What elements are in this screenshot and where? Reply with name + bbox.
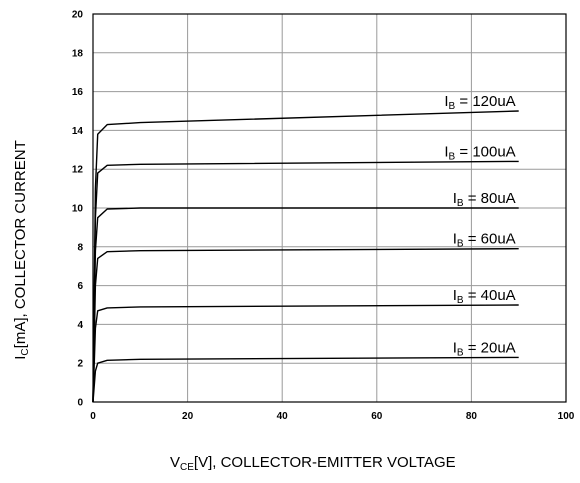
y-axis-title-suffix: [mA], COLLECTOR CURRENT xyxy=(12,140,29,349)
y-tick-label: 0 xyxy=(77,398,83,409)
y-tick-label: 2 xyxy=(77,359,83,370)
x-tick-label: 40 xyxy=(277,411,289,422)
series-line xyxy=(92,304,519,403)
series-label: IB = 20uA xyxy=(453,339,516,358)
series-label: IB = 40uA xyxy=(453,287,516,306)
series-label: IB = 120uA xyxy=(444,93,515,112)
x-tick-label: 80 xyxy=(466,411,478,422)
x-axis-title: VCE[V], COLLECTOR-EMITTER VOLTAGE xyxy=(170,454,456,473)
tick-labels: 0 2 4 6 8 10 12 14 16 18 20 0 20 40 60 80 100 xyxy=(72,10,575,423)
series-line xyxy=(92,248,519,403)
y-tick-label: 4 xyxy=(77,320,83,331)
series-label: IB = 100uA xyxy=(444,143,515,162)
curve-labels: IB = 20uA IB = 40uA IB = 60uA IB = 80uA IB =… xyxy=(444,93,515,358)
series-line xyxy=(92,356,519,403)
series-line xyxy=(92,110,519,403)
y-tick-label: 18 xyxy=(72,48,84,59)
series-label: IB = 80uA xyxy=(453,190,516,209)
y-tick-label: 6 xyxy=(77,281,83,292)
x-axis-title-subscript: CE xyxy=(180,462,194,473)
y-tick-label: 8 xyxy=(77,242,83,253)
y-tick-label: 16 xyxy=(72,87,84,98)
series-lines xyxy=(92,110,519,403)
plot-frame xyxy=(92,13,567,403)
series-label: IB = 60uA xyxy=(453,231,516,250)
x-axis-title-suffix: [V], COLLECTOR-EMITTER VOLTAGE xyxy=(193,454,456,471)
x-tick-label: 60 xyxy=(371,411,383,422)
y-tick-label: 12 xyxy=(72,165,84,176)
x-tick-label: 0 xyxy=(90,411,96,422)
y-tick-label: 14 xyxy=(72,126,84,137)
x-tick-label: 20 xyxy=(182,411,194,422)
y-axis-title-subscript: C xyxy=(20,348,31,356)
x-axis-title-prefix: V xyxy=(170,454,181,471)
x-tick-label: 100 xyxy=(558,411,575,422)
y-tick-label: 10 xyxy=(72,204,84,215)
y-tick-label: 20 xyxy=(72,10,84,21)
y-axis-title-prefix: I xyxy=(12,355,29,360)
